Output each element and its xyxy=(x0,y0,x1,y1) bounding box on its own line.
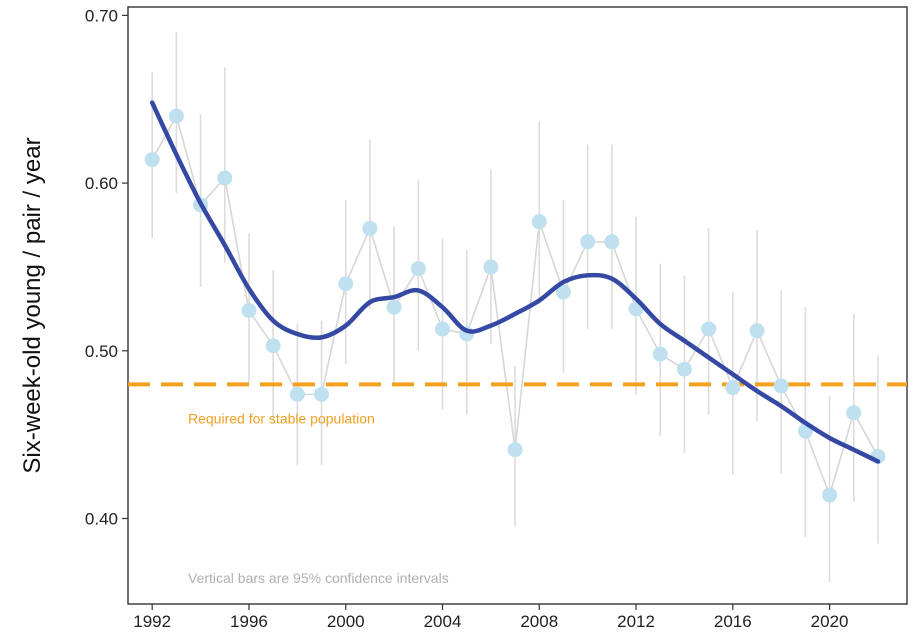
data-point xyxy=(604,234,620,250)
data-point xyxy=(265,338,281,354)
data-point xyxy=(362,220,378,236)
data-point xyxy=(507,442,523,458)
data-point xyxy=(289,386,305,402)
y-tick-label: 0.70 xyxy=(85,6,118,25)
data-point xyxy=(652,346,668,362)
data-point xyxy=(410,261,426,277)
smooth-trend-line xyxy=(149,100,881,464)
data-point xyxy=(701,321,717,337)
data-point xyxy=(144,152,160,168)
data-point xyxy=(314,386,330,402)
x-tick-label: 1996 xyxy=(230,612,268,631)
confidence-interval-note: Vertical bars are 95% confidence interva… xyxy=(188,570,449,586)
x-axis: 1992 1996 2000 2004 2008 2012 2016 2020 xyxy=(133,604,848,631)
y-tick-label: 0.60 xyxy=(85,174,118,193)
data-point xyxy=(241,303,257,319)
data-point xyxy=(386,299,402,315)
data-point xyxy=(749,323,765,339)
y-axis: 0.40 0.50 0.60 0.70 xyxy=(85,6,128,528)
data-point xyxy=(725,380,741,396)
y-tick-label: 0.40 xyxy=(85,509,118,528)
data-point xyxy=(168,108,184,124)
x-tick-label: 2016 xyxy=(714,612,752,631)
data-point xyxy=(676,361,692,377)
data-point xyxy=(483,259,499,275)
y-tick-label: 0.50 xyxy=(85,342,118,361)
x-tick-label: 2004 xyxy=(424,612,462,631)
data-point xyxy=(531,214,547,230)
data-point xyxy=(555,284,571,300)
data-point xyxy=(846,405,862,421)
data-point xyxy=(580,234,596,250)
data-point xyxy=(217,170,233,186)
data-point xyxy=(773,378,789,394)
data-point xyxy=(435,321,451,337)
x-tick-label: 2000 xyxy=(327,612,365,631)
x-tick-label: 2012 xyxy=(617,612,655,631)
x-tick-label: 2008 xyxy=(520,612,558,631)
data-point xyxy=(822,487,838,503)
x-tick-label: 2020 xyxy=(811,612,849,631)
data-point xyxy=(338,276,354,292)
y-axis-title: Six-week-old young / pair / year xyxy=(19,137,46,473)
x-tick-label: 1992 xyxy=(133,612,171,631)
reference-line-label: Required for stable population xyxy=(188,410,375,426)
data-points xyxy=(144,108,886,503)
